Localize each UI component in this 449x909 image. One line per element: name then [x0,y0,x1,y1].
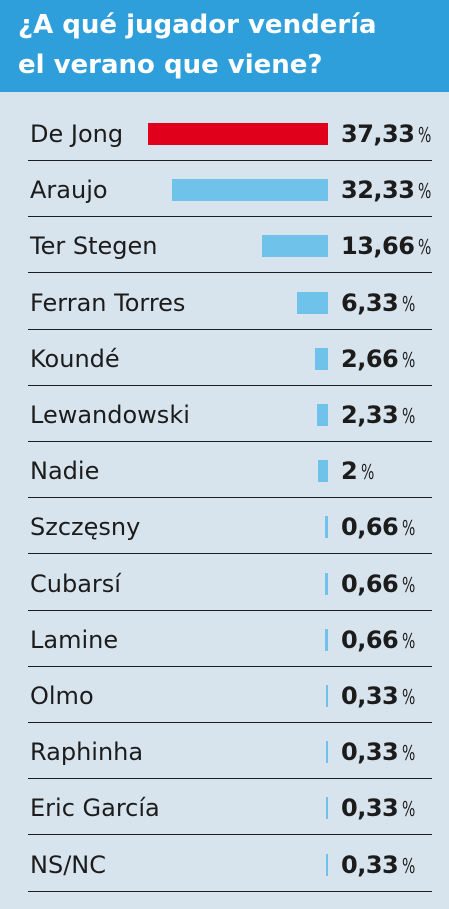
row-divider [28,216,432,218]
row-label: Raphinha [30,738,144,767]
value-label: 13,66 [341,232,415,261]
percent-sign: % [402,741,416,766]
percent-sign: % [402,797,416,822]
percent-sign: % [361,460,375,485]
percent-sign: % [418,235,432,260]
row-label: Koundé [30,344,120,373]
row-label: Nadie [30,457,100,486]
percent-sign: % [402,628,416,653]
percent-sign: % [402,853,416,878]
row-divider [28,722,432,723]
row-label: Eric García [30,794,160,823]
row-divider [28,778,432,780]
value-label: 2,66 [341,344,399,373]
row-label: Cubarsí [30,569,121,598]
poll-header: ¿A qué jugador vendería el verano que vi… [0,0,449,92]
bar [324,572,328,595]
value-label: 0,33 [341,794,399,823]
row-label: Ter Stegen [30,232,158,261]
row-divider [28,160,432,161]
bar [318,460,328,483]
value-label: 0,33 [341,682,399,710]
row-label: Lewandowski [30,401,190,429]
bar [325,797,328,820]
bar [148,123,328,145]
row-divider [28,834,432,836]
percent-sign: % [402,572,416,597]
value-label: 0,66 [341,625,399,654]
value-label: 0,66 [341,513,399,542]
value-label: 37,33 [341,120,415,148]
value-label: 2,33 [341,401,399,429]
percent-sign: % [402,291,416,316]
value-label: 6,33 [341,288,399,317]
row-label: Szczęsny [30,513,141,542]
value-label: 2 [341,457,358,486]
bar [262,235,328,258]
row-divider [28,384,432,386]
row-label: Ferran Torres [30,288,186,317]
row-label: De Jong [30,120,124,148]
bar [316,404,328,426]
bar [325,685,328,707]
bar [324,628,328,651]
poll-title-line-2: el verano que viene? [18,50,323,80]
row-label: Araujo [30,176,108,205]
percent-sign: % [402,347,416,372]
bar [325,853,328,876]
value-label: 0,33 [341,850,399,879]
percent-sign: % [402,685,416,709]
row-divider [28,272,432,274]
row-divider [28,328,432,330]
poll-title-line-1: ¿A qué jugador vendería [18,10,377,40]
row-label: NS/NC [30,850,106,879]
bar [324,516,328,539]
percent-sign: % [402,516,416,541]
row-divider [28,441,432,442]
row-label: Lamine [30,625,119,654]
percent-sign: % [418,179,432,204]
bar [325,741,328,764]
value-label: 0,33 [341,738,399,767]
bar [315,347,328,370]
row-divider [28,890,432,892]
row-divider [28,553,432,555]
row-divider [28,609,432,611]
row-label: Olmo [30,682,94,710]
value-label: 32,33 [341,176,415,205]
row-divider [28,665,432,667]
bar [172,179,328,202]
row-divider [28,497,432,499]
percent-sign: % [418,123,432,147]
value-label: 0,66 [341,569,399,598]
percent-sign: % [402,404,416,428]
bar [297,291,328,314]
